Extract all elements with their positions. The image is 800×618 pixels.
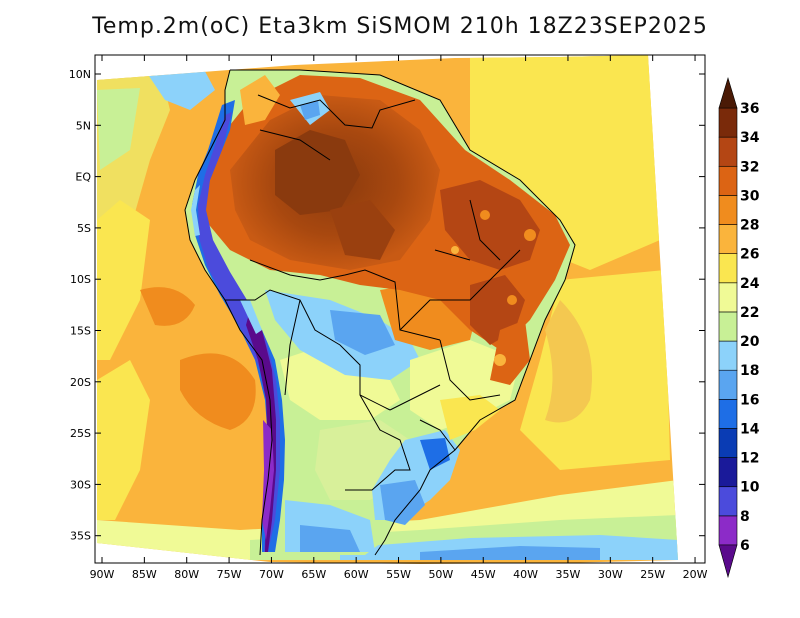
lon-label: 60W [344, 568, 369, 581]
lon-label: 40W [513, 568, 538, 581]
lon-label: 55W [386, 568, 411, 581]
lat-label: 30S [70, 478, 91, 491]
lat-label: 35S [70, 530, 91, 543]
colorbar-bin [718, 311, 738, 342]
lat-label: 10N [69, 68, 91, 81]
lat-label: 10S [70, 273, 91, 286]
lon-label: 85W [132, 568, 157, 581]
borders [184, 69, 576, 556]
colorbar-bin [718, 457, 738, 488]
colorbar-label: 36 [740, 101, 759, 117]
lat-label: 5S [77, 222, 91, 235]
colorbar-bin [718, 515, 738, 546]
map-frame [94, 54, 706, 564]
lon-label: 35W [556, 568, 581, 581]
colorbar-bin [718, 340, 738, 371]
colorbar-bin [718, 399, 738, 429]
colorbar-label: 22 [740, 305, 759, 321]
lon-label: 20W [683, 568, 708, 581]
colorbar: 6 8 10 12 14 16 18 20 22 24 26 28 30 32 34 36 [718, 76, 760, 579]
lon-label: 45W [471, 568, 496, 581]
lat-label: 15S [70, 325, 91, 338]
colorbar-bin [718, 195, 738, 225]
lat-label: 5N [76, 119, 91, 132]
longitude-axis: 90W 85W 80W 75W 70W 65W 60W 55W 50W 45W 40W 35W 30W 2… [90, 55, 708, 581]
lon-label: 90W [90, 568, 115, 581]
colorbar-bin [718, 136, 738, 167]
lon-label: 25W [640, 568, 665, 581]
colorbar-bin [718, 486, 738, 517]
colorbar-label: 28 [740, 218, 759, 234]
lon-label: 50W [428, 568, 453, 581]
colorbar-label: 16 [740, 392, 759, 408]
colorbar-bin [718, 107, 738, 138]
lon-label: 70W [259, 568, 284, 581]
colorbar-label: 14 [740, 421, 760, 437]
lon-label: 75W [217, 568, 242, 581]
lat-label: EQ [75, 171, 91, 184]
lon-label: 65W [301, 568, 326, 581]
map-domain [97, 55, 678, 564]
colorbar-bin [718, 224, 738, 254]
colorbar-label: 30 [740, 188, 760, 204]
colorbar-max-arrow [718, 76, 738, 109]
colorbar-label: 6 [740, 538, 750, 554]
colorbar-label: 20 [740, 334, 760, 350]
colorbar-bin [718, 282, 738, 313]
lon-label: 80W [174, 568, 199, 581]
colorbar-label: 24 [740, 276, 760, 292]
lat-label: 20S [70, 376, 91, 389]
colorbar-label: 32 [740, 159, 759, 175]
latitude-axis: 10N 5N EQ 5S 10S 15S 20S 25S 30S 35S [69, 68, 705, 543]
colorbar-label: 12 [740, 451, 759, 467]
colorbar-bin [718, 428, 738, 458]
colorbar-label: 18 [740, 363, 759, 379]
colorbar-label: 34 [740, 130, 760, 146]
colorbar-bin [718, 165, 738, 196]
colorbar-bin [718, 369, 738, 400]
colorbar-label: 8 [740, 509, 750, 525]
colorbar-label: 10 [740, 480, 760, 496]
colorbar-label: 26 [740, 247, 759, 263]
lat-label: 25S [70, 427, 91, 440]
colorbar-bin [718, 253, 738, 284]
colorbar-min-arrow [718, 544, 738, 579]
lon-label: 30W [598, 568, 623, 581]
map-title: Temp.2m(oC) Eta3km SiSMOM 210h 18Z23SEP2… [92, 14, 708, 39]
